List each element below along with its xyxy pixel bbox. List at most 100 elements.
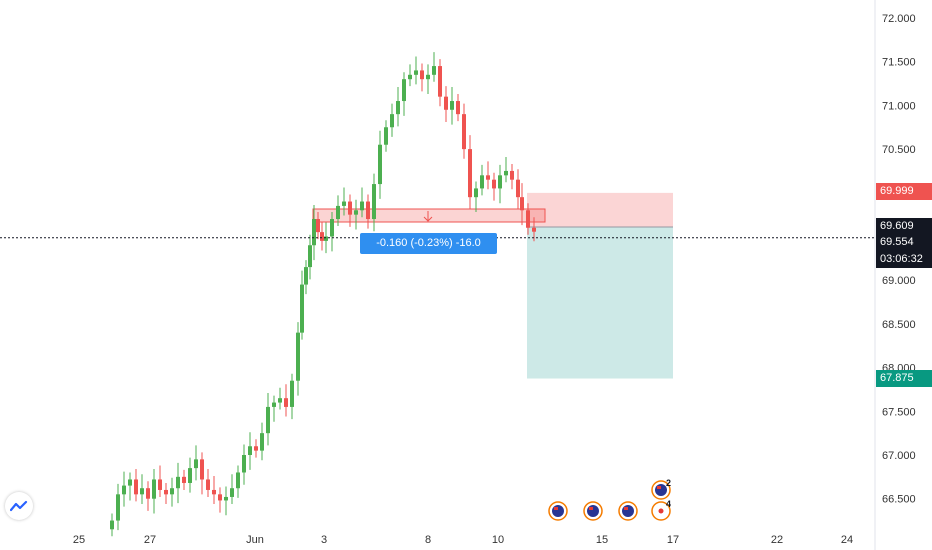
flag-icon [622, 505, 634, 517]
candle-body [520, 197, 524, 211]
time-tick-label: 24 [841, 534, 853, 546]
candle-body [206, 479, 210, 490]
event-marker-icon[interactable] [618, 501, 638, 521]
candle-body [366, 201, 370, 220]
candle-body [474, 188, 478, 198]
price-tick-label: 72.000 [882, 13, 916, 25]
flag-stripe [589, 507, 593, 510]
candle-body [116, 494, 120, 521]
tradingview-logo-icon[interactable] [5, 492, 33, 520]
candle-body [532, 227, 536, 232]
price-tick-label: 71.000 [882, 100, 916, 112]
candle-body [242, 455, 246, 473]
event-marker-icon[interactable] [548, 501, 568, 521]
candle-body [110, 520, 114, 530]
price-tick-label: 69.000 [882, 275, 916, 287]
candle-body [140, 488, 144, 495]
flag-stripe [554, 507, 558, 510]
time-tick-label: Jun [246, 534, 264, 546]
candle-body [296, 332, 300, 381]
event-marker-icon[interactable] [583, 501, 603, 521]
candle-body [308, 245, 312, 268]
candle-body [182, 476, 186, 483]
countdown-label: 03:06:32 [876, 251, 932, 268]
measure-tooltip: -0.160 (-0.23%) -16.0 [360, 233, 497, 254]
candle-body [372, 184, 376, 220]
stop-price-label: 69.999 [876, 183, 932, 200]
price-tick-label: 71.500 [882, 57, 916, 69]
candle-body [128, 479, 132, 486]
candles [110, 52, 536, 537]
candle-body [354, 210, 358, 215]
take-profit-zone [527, 226, 673, 379]
candle-body [378, 144, 382, 185]
candle-body [360, 201, 364, 211]
candle-body [170, 488, 174, 495]
event-count: 2 [666, 478, 671, 488]
candle-body [146, 488, 150, 499]
candle-body [266, 406, 270, 434]
candle-body [336, 205, 340, 220]
candle-body [272, 402, 276, 407]
candle-body [456, 101, 460, 115]
candle-body [236, 472, 240, 489]
price-tick-label: 70.500 [882, 144, 916, 156]
candle-body [316, 219, 320, 233]
flag-icon [587, 505, 599, 517]
candle-body [342, 201, 346, 206]
time-tick-label: 22 [771, 534, 783, 546]
position-zones[interactable] [312, 192, 673, 379]
time-tick-label: 10 [492, 534, 504, 546]
candle-body [408, 74, 412, 80]
candle-body [300, 284, 304, 333]
event-markers[interactable]: 24 [548, 478, 671, 521]
candle-body [468, 149, 472, 198]
candle-body [438, 66, 442, 97]
candle-body [248, 446, 252, 455]
candle-body [384, 127, 388, 145]
candle-body [390, 114, 394, 128]
event-marker-icon[interactable]: 4 [651, 499, 671, 521]
candle-body [230, 488, 234, 497]
candle-body [158, 479, 162, 490]
candle-body [516, 179, 520, 198]
candle-body [432, 66, 436, 75]
time-tick-label: 17 [667, 534, 679, 546]
event-count: 4 [666, 499, 671, 509]
candle-body [188, 468, 192, 483]
candle-body [426, 74, 430, 80]
stop-loss-zone [527, 192, 673, 227]
time-tick-label: 3 [321, 534, 327, 546]
candle-body [396, 101, 400, 115]
candle-body [526, 210, 530, 228]
candle-body [510, 170, 514, 180]
time-tick-label: 27 [144, 534, 156, 546]
flag-stripe [624, 507, 628, 510]
flag-icon [552, 505, 564, 517]
candle-body [254, 446, 258, 451]
measure-range-box [312, 208, 546, 223]
candle-body [480, 175, 484, 189]
candle-body [278, 398, 282, 403]
candle-body [402, 79, 406, 102]
price-tick-label: 67.000 [882, 450, 916, 462]
candle-body [194, 459, 198, 469]
candle-body [200, 459, 204, 480]
candle-body [164, 489, 168, 495]
entry-price-label: 69.609 [876, 218, 932, 235]
last-price-label: 69.554 [876, 234, 932, 251]
candle-body [312, 219, 316, 246]
candle-body [444, 96, 448, 110]
price-tick-label: 66.500 [882, 494, 916, 506]
flag-stripe [657, 486, 661, 489]
time-tick-label: 25 [73, 534, 85, 546]
event-marker-icon[interactable]: 2 [651, 478, 671, 500]
time-axis[interactable]: 25 27 Jun 3 8 10 15 17 22 24 [73, 534, 853, 546]
price-tick-label: 68.500 [882, 319, 916, 331]
time-tick-label: 8 [425, 534, 431, 546]
candle-body [218, 494, 222, 501]
candle-body [348, 201, 352, 215]
candle-body [290, 380, 294, 407]
measure-arrow-icon [423, 216, 433, 222]
